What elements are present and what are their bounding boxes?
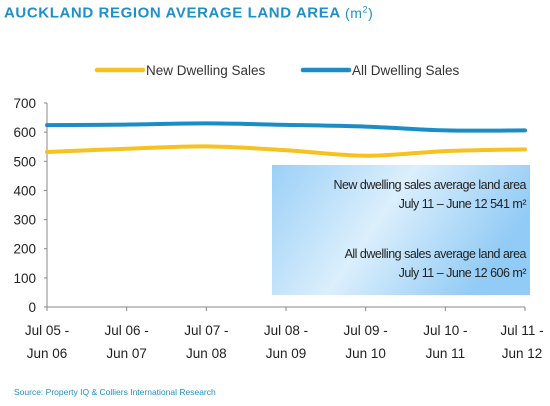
source-note: Source: Property IQ & Colliers Internati…	[14, 387, 216, 397]
legend-label-1: New Dwelling Sales	[146, 63, 266, 78]
y-tick-label: 600	[13, 125, 36, 140]
x-tick-label: Jul 07 -	[184, 323, 228, 338]
y-tick-label: 200	[13, 242, 36, 257]
series-line-2	[45, 121, 527, 133]
x-tick-label: Jun 07	[106, 346, 147, 361]
y-tick-label: 400	[13, 183, 36, 198]
x-tick-label: Jul 08 -	[264, 323, 308, 338]
x-tick-label: Jun 06	[27, 346, 68, 361]
x-tick-label: Jul 11 -	[500, 323, 543, 338]
x-tick-label: Jun 09	[266, 346, 307, 361]
annotation-line-1: New dwelling sales average land area	[333, 178, 526, 192]
annotation-line-4: July 11 – June 12 606 m²	[399, 266, 527, 280]
x-tick-label: Jul 10 -	[423, 323, 467, 338]
chart-title-unit: (m2)	[344, 4, 374, 21]
x-tick-label: Jul 05 -	[25, 323, 69, 338]
chart-title-text: AUCKLAND REGION AVERAGE LAND AREA	[4, 4, 341, 22]
series-line-1	[45, 144, 527, 158]
x-tick-label: Jun 11	[426, 346, 466, 361]
x-tick-label: Jun 08	[186, 346, 227, 361]
annotation-line-2: July 11 – June 12 541 m²	[399, 197, 527, 211]
annotation-box	[272, 165, 530, 295]
chart-title: AUCKLAND REGION AVERAGE LAND AREA (m2)	[4, 4, 373, 22]
x-tick-label: Jul 06 -	[105, 323, 149, 338]
y-tick-label: 700	[13, 96, 36, 111]
x-tick-label: Jun 10	[345, 346, 386, 361]
x-tick-label: Jul 09 -	[344, 323, 388, 338]
y-tick-label: 500	[13, 154, 36, 169]
y-tick-label: 100	[13, 271, 36, 286]
y-tick-label: 300	[13, 213, 36, 228]
x-tick-label: Jun 12	[502, 346, 543, 361]
annotation-line-3: All dwelling sales average land area	[345, 247, 527, 261]
y-tick-label: 0	[28, 300, 36, 315]
legend-label-2: All Dwelling Sales	[352, 63, 460, 78]
